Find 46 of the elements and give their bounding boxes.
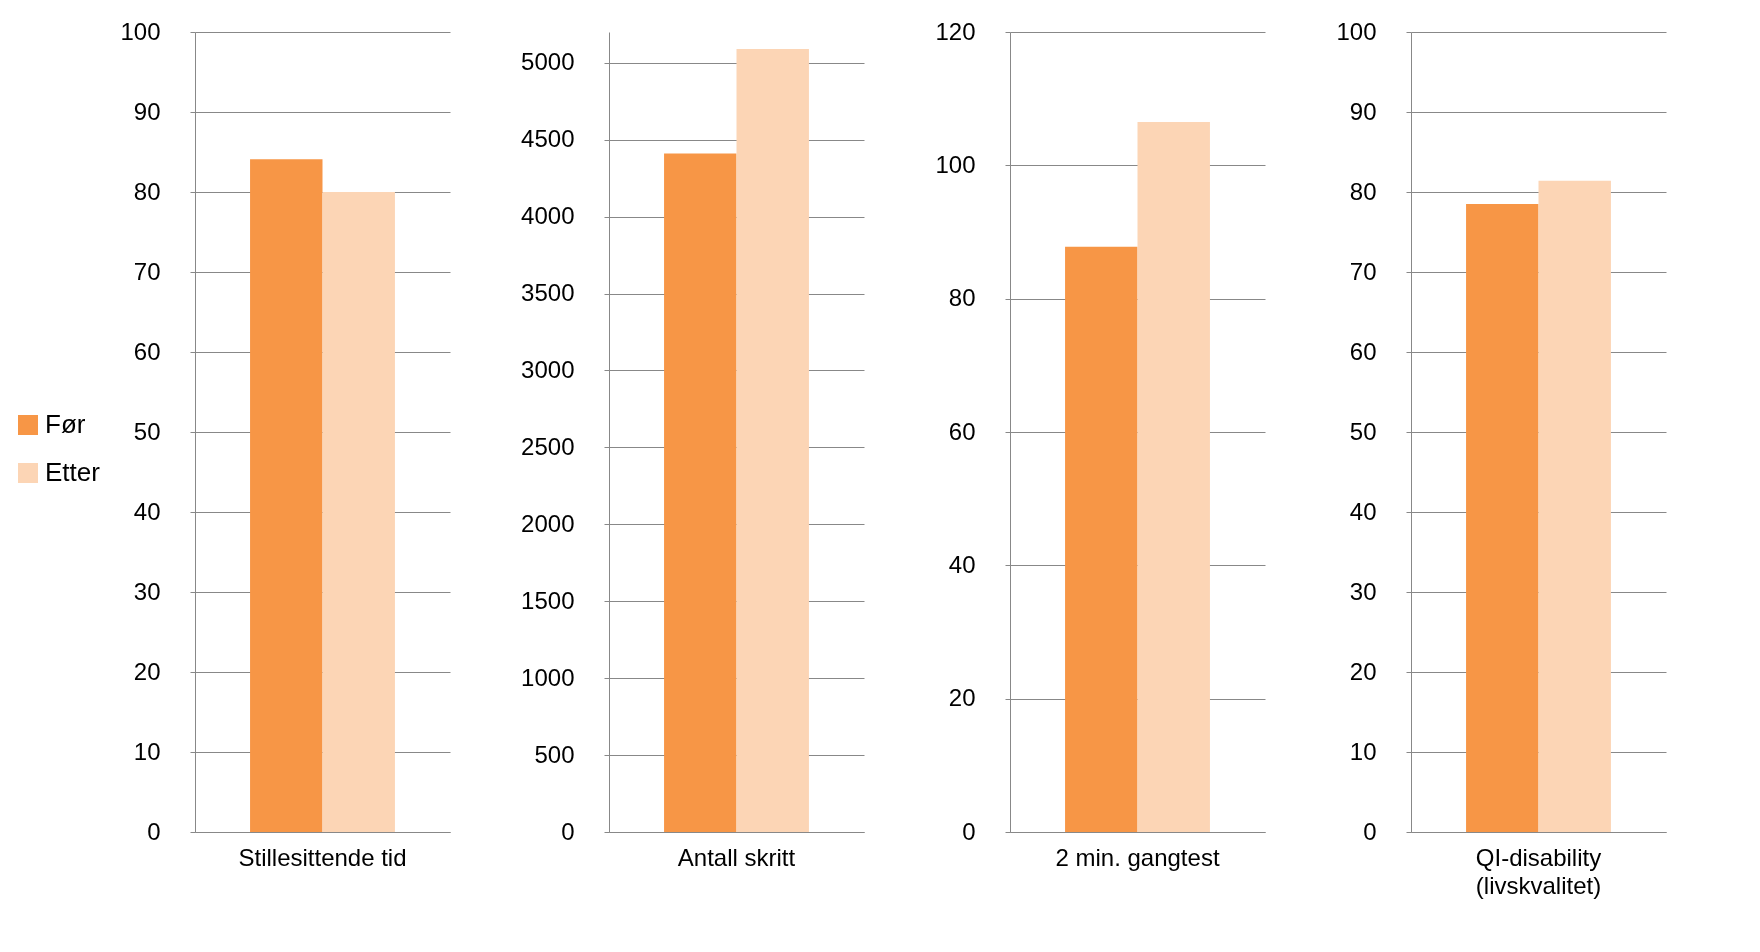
- y-tick-label: 100: [1336, 17, 1377, 45]
- y-tick-label: 2500: [521, 432, 575, 460]
- y-tick-label: 10: [1349, 737, 1377, 765]
- y-tick-label: 1000: [521, 663, 575, 691]
- y-tick-label: 3000: [521, 355, 575, 383]
- y-tick-label: 10: [133, 737, 161, 765]
- y-tick-label: 100: [120, 17, 161, 45]
- y-tick-label: 0: [561, 817, 575, 845]
- y-tick-label: 4500: [521, 125, 575, 153]
- y-tick-label: 20: [1349, 657, 1377, 685]
- y-tick-label: 90: [1349, 97, 1377, 125]
- x-tick-label: Stillesittende tid: [238, 843, 407, 871]
- y-tick-label: 90: [133, 97, 161, 125]
- y-tick-label: 60: [948, 417, 976, 445]
- x-tick-label: 2 min. gangtest: [1055, 843, 1220, 871]
- y-tick-label: 60: [133, 337, 161, 365]
- y-tick-label: 80: [948, 284, 976, 312]
- y-tick-label: 40: [948, 550, 976, 578]
- y-tick-label: 70: [1349, 257, 1377, 285]
- y-tick-label: 40: [133, 497, 161, 525]
- y-tick-label: 30: [1349, 577, 1377, 605]
- y-tick-label: 50: [1349, 417, 1377, 445]
- y-tick-label: 5000: [521, 48, 575, 76]
- y-tick-label: 2000: [521, 509, 575, 537]
- legend-label: Etter: [45, 457, 101, 487]
- y-tick-label: 500: [534, 740, 575, 768]
- x-tick-label: Antall skritt: [677, 843, 796, 871]
- y-tick-label: 30: [133, 577, 161, 605]
- y-tick-label: 50: [133, 417, 161, 445]
- y-tick-label: 20: [133, 657, 161, 685]
- y-tick-label: 1500: [521, 586, 575, 614]
- y-tick-label: 70: [133, 257, 161, 285]
- y-tick-label: 60: [1349, 337, 1377, 365]
- y-tick-label: 3500: [521, 279, 575, 307]
- x-tick-label: QI-disability (livskvalitet): [1475, 843, 1602, 899]
- y-tick-label: 20: [948, 684, 976, 712]
- y-tick-label: 0: [147, 817, 161, 845]
- y-tick-label: 80: [133, 177, 161, 205]
- legend-label: Før: [45, 409, 86, 439]
- y-tick-label: 120: [935, 17, 976, 45]
- y-tick-label: 100: [935, 150, 976, 178]
- y-tick-label: 80: [1349, 177, 1377, 205]
- y-tick-label: 0: [1363, 817, 1377, 845]
- y-tick-label: 40: [1349, 497, 1377, 525]
- y-tick-label: 0: [962, 817, 976, 845]
- y-tick-label: 4000: [521, 202, 575, 230]
